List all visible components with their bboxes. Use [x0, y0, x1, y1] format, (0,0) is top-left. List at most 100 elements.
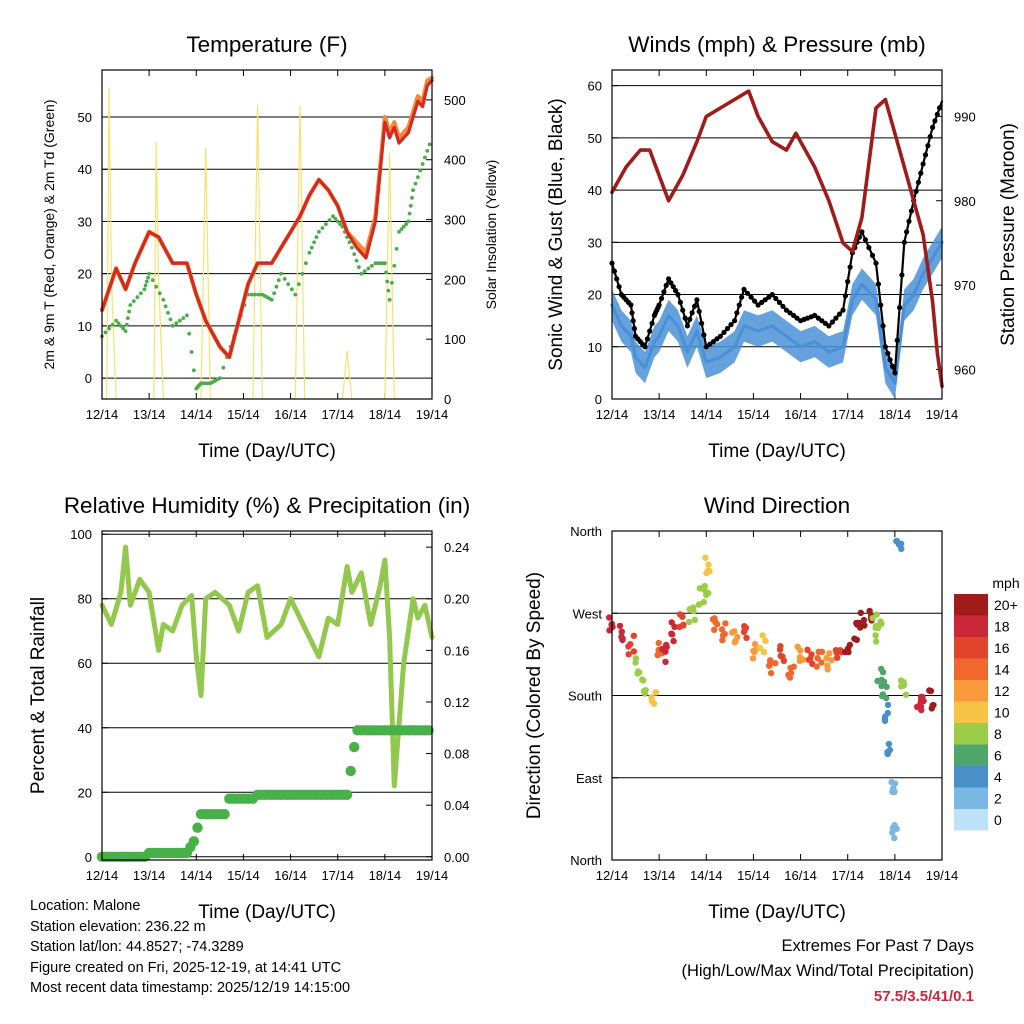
- dewpoint-point: [192, 368, 196, 373]
- direction-point: [642, 687, 649, 694]
- direction-point: [702, 554, 709, 561]
- precip-point: [188, 836, 200, 847]
- dewpoint-point: [181, 316, 186, 320]
- dewpoint-point: [312, 240, 316, 245]
- direction-point: [853, 636, 860, 643]
- dewpoint-point: [150, 278, 155, 283]
- legend-label: 6: [994, 748, 1002, 764]
- dewpoint-point: [387, 297, 392, 302]
- dewpoint-point: [307, 250, 312, 255]
- sonic-wind-line: [610, 240, 944, 385]
- wind-ytick-label: 0: [595, 392, 602, 407]
- direction-point: [857, 609, 864, 616]
- rh-xtick-label: 19/14: [416, 868, 449, 883]
- direction-point: [877, 618, 884, 625]
- rh-ytick-label: 80: [78, 592, 92, 607]
- dewpoint-point: [146, 275, 150, 280]
- rh-chart: Relative Humidity (%) & Precipitation (i…: [28, 493, 470, 923]
- direction-point: [860, 616, 868, 624]
- direction-point: [828, 657, 835, 664]
- direction-point: [927, 687, 935, 695]
- legend-swatch: [954, 766, 988, 788]
- rh-ytick-label: 40: [78, 721, 92, 736]
- legend-swatch: [954, 680, 988, 702]
- dewpoint-point: [142, 287, 147, 292]
- direction-point: [902, 691, 910, 698]
- direction-point: [627, 641, 634, 648]
- direction-point: [787, 664, 794, 672]
- direction-point: [750, 647, 757, 655]
- wind-xtick-label: 14/14: [690, 407, 723, 422]
- direction-point: [879, 691, 887, 698]
- dewpoint-point: [338, 222, 342, 227]
- dewpoint-point: [309, 245, 314, 250]
- rh-xtick-label: 15/14: [227, 868, 260, 883]
- dir-ytick-label: West: [573, 606, 603, 621]
- wind-ytick-label: 40: [588, 183, 602, 198]
- legend-swatch: [954, 658, 988, 680]
- dewpoint-point: [168, 317, 173, 322]
- dewpoint-point: [126, 316, 130, 320]
- legend-swatch: [954, 744, 988, 766]
- direction-point: [808, 651, 815, 658]
- dewpoint-point: [320, 226, 325, 230]
- wind-xlabel: Time (Day/UTC): [708, 441, 846, 462]
- direction-point: [884, 701, 892, 709]
- extremes-values: 57.5/3.5/41/0.1: [873, 988, 974, 1005]
- direction-point: [826, 650, 833, 657]
- wind-xtick-label: 19/14: [926, 407, 959, 422]
- wind-y2label: Station Pressure (Maroon): [998, 123, 1019, 346]
- dewpoint-point: [327, 218, 332, 223]
- wind-xtick-label: 12/14: [596, 407, 629, 422]
- legend-label: 10: [994, 705, 1010, 721]
- legend-title: mph: [992, 575, 1019, 591]
- dewpoint-point: [116, 321, 121, 326]
- temp-ytick-label: 40: [78, 162, 92, 177]
- direction-point: [719, 637, 726, 644]
- station-elevation: Station elevation: 236.22 m: [30, 918, 206, 935]
- direction-point: [695, 601, 702, 608]
- direction-point: [668, 630, 675, 637]
- rh-ytick-label: 60: [78, 656, 92, 671]
- direction-point: [767, 657, 774, 664]
- wind-chart: Winds (mph) & Pressure (mb) Time (Day/UTC…: [546, 32, 1019, 462]
- direction-point: [654, 651, 661, 659]
- station-latlon: Station lat/lon: 44.8527; -74.3289: [30, 939, 244, 955]
- dewpoint-point: [253, 292, 258, 297]
- temp-y2label: Solar Insolation (Yellow): [483, 160, 499, 310]
- direction-point: [652, 689, 659, 696]
- dewpoint-point: [352, 252, 357, 256]
- dewpoint-point: [394, 247, 399, 251]
- temp-xlabel: Time (Day/UTC): [198, 441, 336, 462]
- dewpoint-point: [110, 322, 115, 327]
- dewpoint-point: [157, 291, 162, 296]
- legend-swatch: [954, 701, 988, 723]
- direction-point: [655, 639, 662, 647]
- direction-point: [777, 643, 784, 650]
- direction-point: [630, 648, 638, 655]
- direction-point: [888, 778, 895, 786]
- legend-swatch: [954, 787, 988, 809]
- dewpoint-point: [256, 292, 261, 297]
- wind-y2tick-label: 980: [954, 194, 976, 209]
- dewpoint-point: [293, 292, 298, 297]
- dewpoint-point: [399, 227, 404, 232]
- rh-ytick-label: 20: [78, 785, 92, 800]
- direction-point: [640, 677, 647, 684]
- temp-y2tick-label: 500: [444, 93, 466, 108]
- dewpoint-point: [423, 155, 427, 160]
- direction-point: [766, 662, 773, 669]
- rh-ytick-label: 100: [70, 527, 92, 542]
- temp-xtick-label: 12/14: [86, 407, 119, 422]
- temp-xtick-label: 14/14: [180, 407, 213, 422]
- dewpoint-point: [147, 271, 152, 276]
- direction-point: [767, 669, 775, 677]
- dewpoint-point: [131, 299, 136, 303]
- dewpoint-point: [331, 214, 335, 219]
- dewpoint-point: [418, 168, 423, 173]
- dewpoint-point: [317, 230, 321, 234]
- dir-ytick-label: North: [570, 853, 602, 868]
- direction-point: [845, 648, 852, 656]
- wind-ytick-label: 60: [588, 79, 602, 94]
